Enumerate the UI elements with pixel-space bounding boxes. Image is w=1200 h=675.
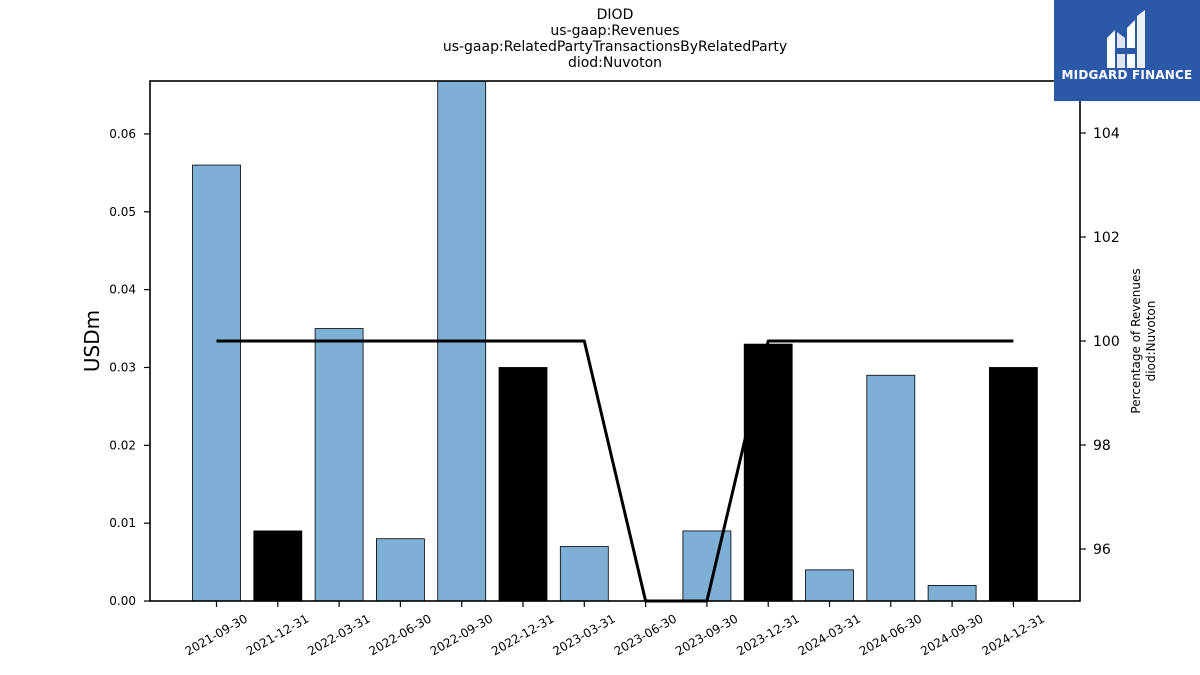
x-tick-label: 2022-03-31 — [305, 611, 372, 658]
bar-2022-06-30 — [375, 538, 425, 602]
x-tick-label: 2023-09-30 — [673, 611, 740, 658]
right-y-axis-label-line-1: Percentage of Revenues — [1129, 268, 1143, 413]
right-y-axis-label-line-2: diod:Nuvoton — [1144, 301, 1158, 382]
x-tick-label: 2024-06-30 — [857, 611, 924, 658]
left-tick-label: 0.03 — [109, 360, 136, 374]
x-tick-label: 2023-03-31 — [550, 611, 617, 658]
midgard-finance-logo: MIDGARD FINANCE — [1054, 0, 1200, 101]
bar-2024-06-30 — [866, 374, 916, 602]
right-y-axis-ticks: 96 98 100 102 104 — [1080, 126, 1120, 558]
bar-2023-09-30 — [682, 530, 732, 602]
percentage-line-layer — [216, 339, 1014, 603]
left-tick-label: 0.05 — [109, 205, 136, 219]
right-tick-label: 104 — [1093, 126, 1120, 142]
left-y-axis-label: USDm — [80, 310, 104, 372]
right-tick-label: 100 — [1093, 334, 1120, 350]
chart-title-line-2: us-gaap:Revenues — [550, 23, 680, 39]
left-tick-label: 0.06 — [109, 127, 136, 141]
bar-2024-09-30 — [927, 585, 977, 602]
logo-text: MIDGARD FINANCE — [1061, 68, 1193, 82]
x-tick-label: 2023-06-30 — [612, 611, 679, 658]
chart-title-line-3: us-gaap:RelatedPartyTransactionsByRelate… — [442, 39, 788, 55]
right-tick-label: 102 — [1093, 230, 1120, 246]
bar-2022-12-31 — [498, 367, 548, 602]
x-tick-label: 2022-06-30 — [366, 611, 433, 658]
bar-2023-12-31 — [743, 343, 793, 602]
left-tick-label: 0.00 — [109, 594, 136, 608]
bar-2024-03-31 — [805, 569, 854, 602]
bar-2022-03-31 — [314, 328, 364, 602]
x-tick-label: 2022-09-30 — [428, 611, 495, 658]
chart-title-line-4: diod:Nuvoton — [567, 55, 663, 71]
bar-2021-09-30 — [192, 164, 241, 602]
right-tick-label: 96 — [1093, 542, 1111, 558]
left-y-axis-ticks: 0.00 0.01 0.02 0.03 0.04 0.05 0.06 — [109, 127, 150, 608]
bar-2023-03-31 — [559, 546, 609, 602]
bar-2021-12-31 — [253, 530, 303, 602]
x-tick-label: 2022-12-31 — [489, 611, 556, 658]
x-axis-ticks: 2021-09-302021-12-312022-03-312022-06-30… — [183, 601, 1047, 658]
left-tick-label: 0.01 — [109, 516, 136, 530]
x-tick-label: 2024-09-30 — [918, 611, 985, 658]
bar-2024-12-31 — [989, 367, 1038, 602]
midgard-logo-icon — [1107, 10, 1145, 68]
x-tick-label: 2024-12-31 — [979, 611, 1046, 658]
x-tick-label: 2023-12-31 — [734, 611, 801, 658]
x-tick-label: 2021-12-31 — [244, 611, 311, 658]
x-tick-label: 2021-09-30 — [183, 611, 250, 658]
right-tick-label: 98 — [1093, 438, 1111, 454]
percentage-of-revenues-line — [216, 339, 1014, 603]
chart-title-line-1: DIOD — [596, 7, 634, 23]
x-tick-label: 2024-03-31 — [796, 611, 863, 658]
left-tick-label: 0.04 — [109, 283, 136, 297]
left-tick-label: 0.02 — [109, 438, 136, 452]
